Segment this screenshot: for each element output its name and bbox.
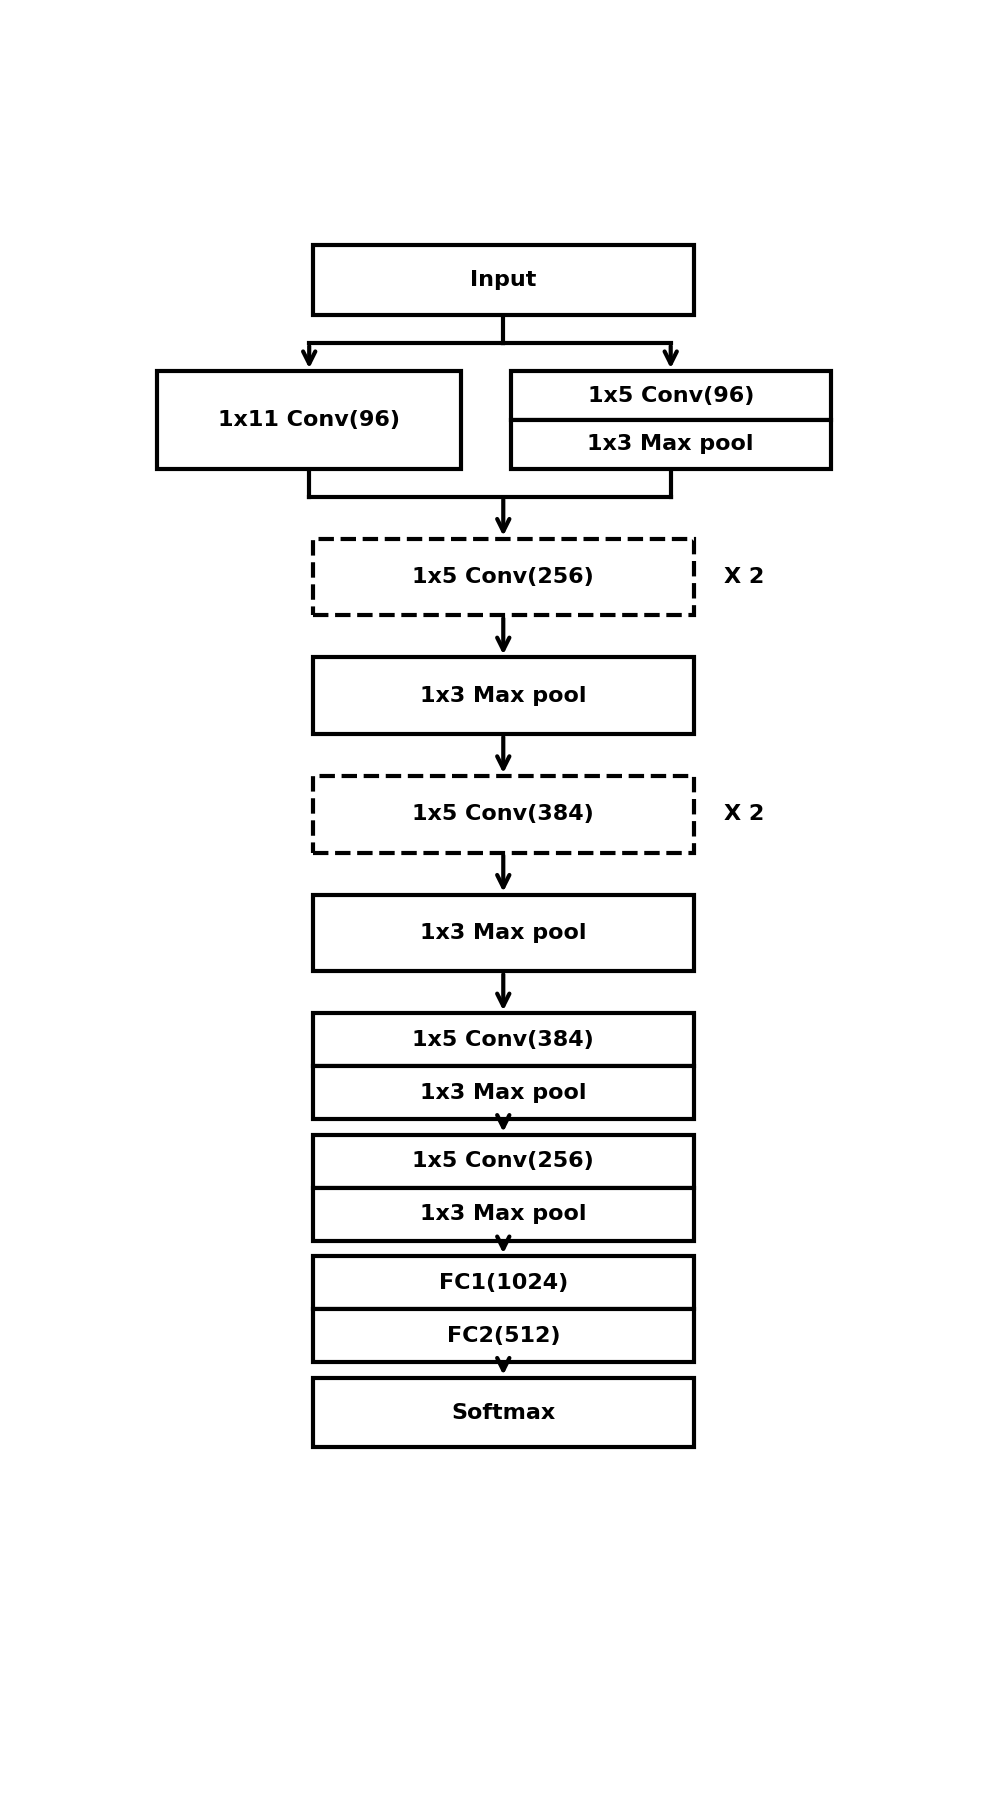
FancyBboxPatch shape [313, 1188, 693, 1240]
Text: X 2: X 2 [724, 567, 764, 587]
FancyBboxPatch shape [313, 1066, 693, 1119]
Text: 1x5 Conv(256): 1x5 Conv(256) [412, 567, 594, 587]
Text: FC2(512): FC2(512) [447, 1325, 560, 1345]
Text: 1x5 Conv(384): 1x5 Conv(384) [412, 805, 594, 825]
FancyBboxPatch shape [313, 1378, 693, 1447]
Text: 1x3 Max pool: 1x3 Max pool [420, 685, 586, 705]
Text: 1x3 Max pool: 1x3 Max pool [420, 923, 586, 943]
FancyBboxPatch shape [313, 1013, 693, 1066]
FancyBboxPatch shape [511, 421, 831, 470]
Text: 1x3 Max pool: 1x3 Max pool [420, 1204, 586, 1224]
Text: 1x11 Conv(96): 1x11 Conv(96) [218, 410, 401, 430]
FancyBboxPatch shape [313, 1135, 693, 1188]
FancyBboxPatch shape [313, 894, 693, 972]
FancyBboxPatch shape [313, 776, 693, 852]
Text: X 2: X 2 [724, 805, 764, 825]
FancyBboxPatch shape [313, 245, 693, 315]
Text: 1x5 Conv(256): 1x5 Conv(256) [412, 1151, 594, 1171]
Text: Softmax: Softmax [451, 1403, 556, 1423]
FancyBboxPatch shape [313, 658, 693, 734]
Text: 1x3 Max pool: 1x3 Max pool [587, 435, 754, 455]
FancyBboxPatch shape [313, 1256, 693, 1309]
Text: 1x5 Conv(96): 1x5 Conv(96) [587, 386, 754, 406]
Text: 1x5 Conv(384): 1x5 Conv(384) [412, 1030, 594, 1050]
FancyBboxPatch shape [313, 538, 693, 615]
FancyBboxPatch shape [157, 372, 462, 470]
Text: FC1(1024): FC1(1024) [439, 1273, 568, 1293]
FancyBboxPatch shape [313, 1309, 693, 1362]
Text: Input: Input [470, 270, 536, 290]
Text: 1x3 Max pool: 1x3 Max pool [420, 1082, 586, 1102]
FancyBboxPatch shape [511, 372, 831, 421]
